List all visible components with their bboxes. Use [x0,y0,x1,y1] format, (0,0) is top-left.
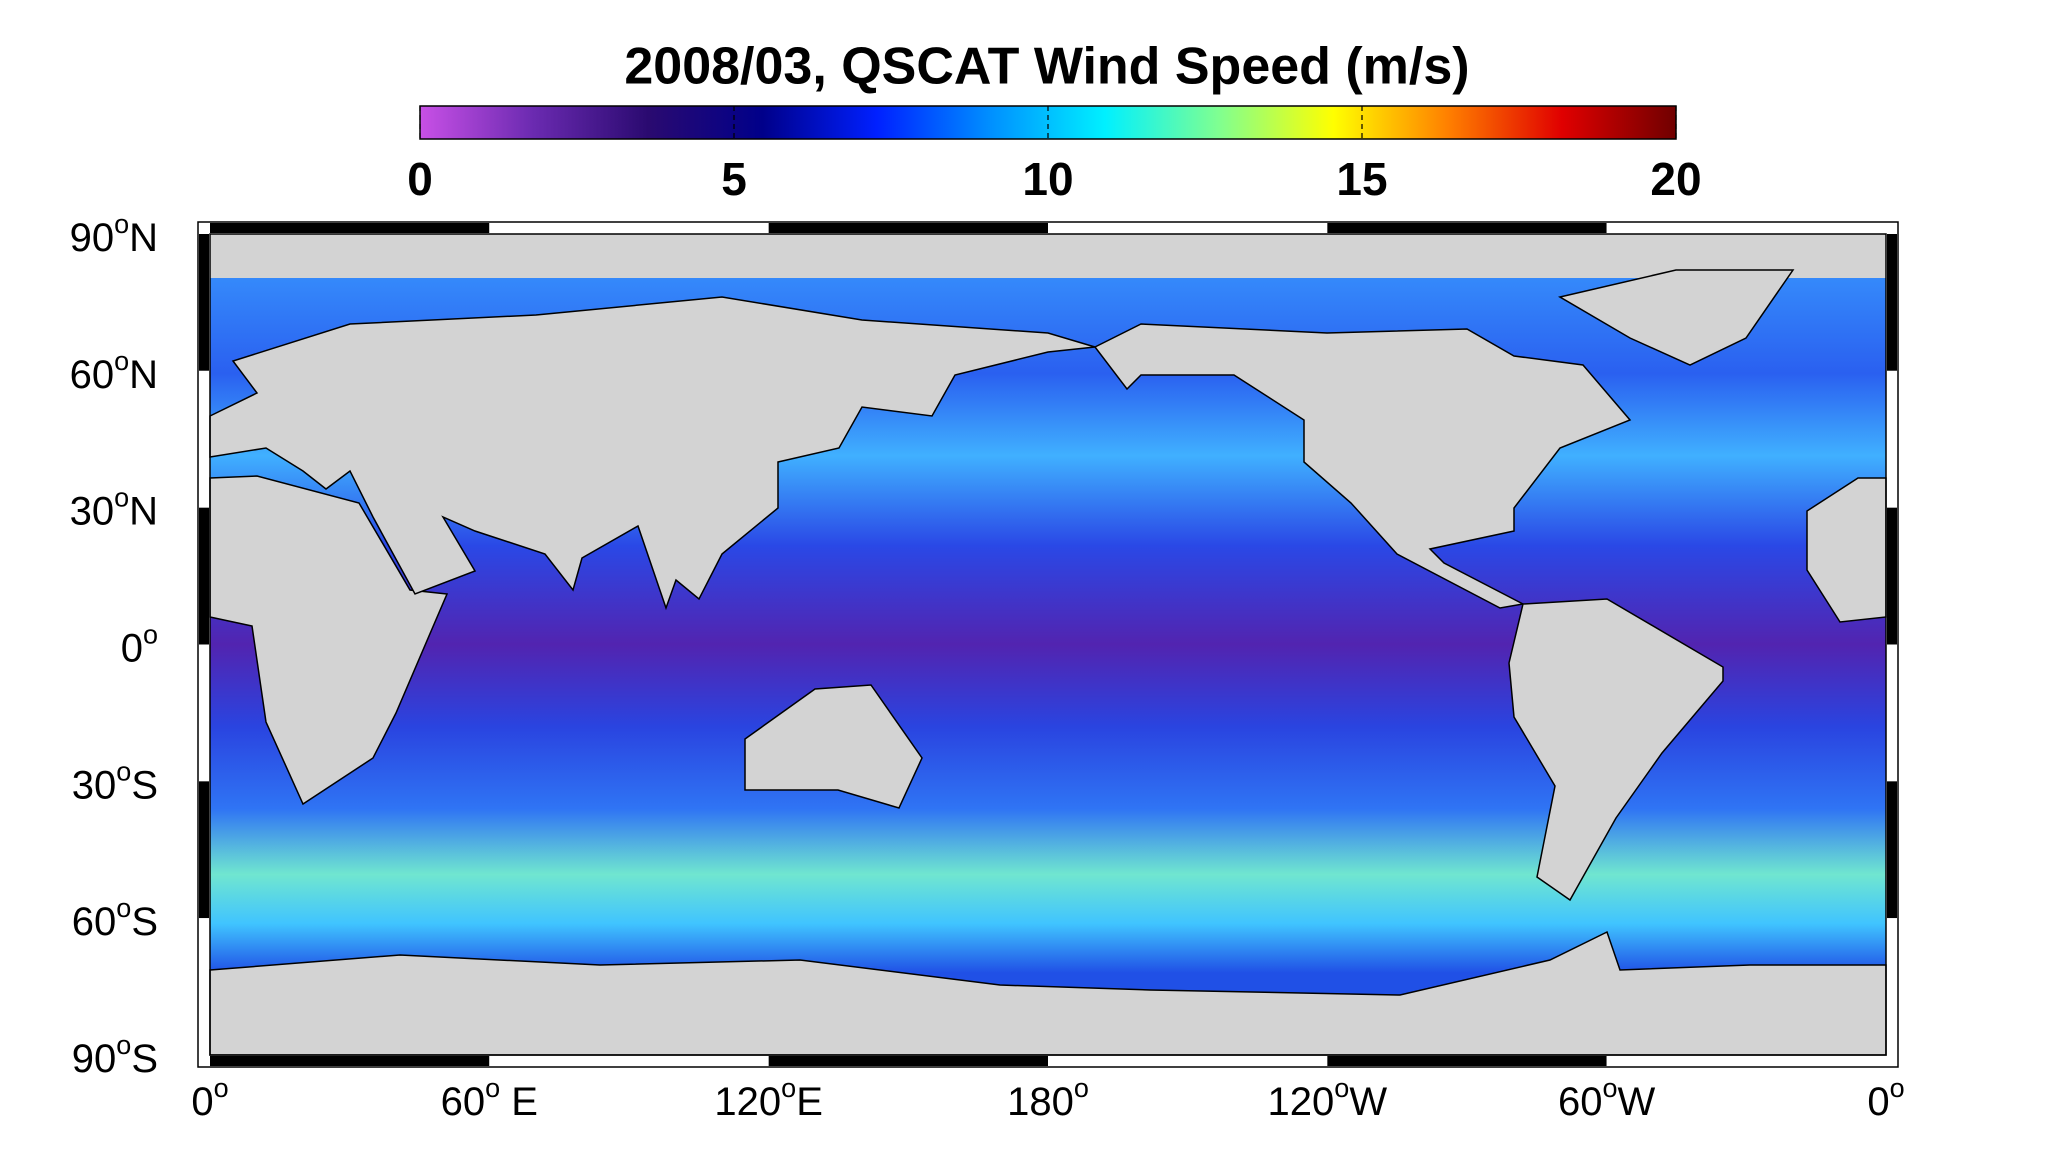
colorbar-tick-label: 15 [1336,153,1387,205]
tick-label-part: o [114,483,129,513]
tick-label: 0o [1867,1073,1904,1123]
colorbar-tick-label: 10 [1022,153,1073,205]
frame-segment [489,1056,769,1066]
land [210,234,1886,278]
tick-label: 30oN [70,483,158,533]
tick-label-part: 180 [1007,1080,1074,1124]
tick-label-part: o [1603,1073,1618,1103]
tick-label-part: N [129,489,158,533]
frame-segment [199,507,209,645]
tick-label-part: W [1618,1080,1656,1124]
tick-label: 30oS [72,756,158,806]
tick-label-part: 90 [70,216,115,260]
tick-label-part: o [116,893,131,923]
map-frame [197,221,1899,1068]
land [209,475,449,806]
frame-segment [1887,781,1897,919]
land [209,296,1096,611]
frame-segment [1048,1056,1328,1066]
frame-segment [489,223,769,233]
frame-segment [1048,223,1328,233]
frame-segment [1606,223,1886,233]
tick-label-part: E [500,1080,538,1124]
frame-segment [199,370,209,508]
frame-segment [1327,223,1607,233]
tick-label: 0o [121,620,158,670]
tick-label-part: 30 [70,489,115,533]
frame-segment [210,223,490,233]
tick-label: 180o [1007,1073,1089,1123]
map-title: 2008/03, QSCAT Wind Speed (m/s) [624,38,1469,96]
frame-segment [1887,644,1897,782]
land [1508,598,1724,902]
tick-label: 60oS [72,893,158,943]
tick-label-part: o [1334,1073,1349,1103]
tick-label-part: 60 [1558,1080,1603,1124]
tick-label-part: S [131,763,158,807]
tick-label-part: 120 [1268,1080,1335,1124]
tick-label-part: 120 [714,1080,781,1124]
frame-segment [199,918,209,1055]
frame-segment [768,223,1048,233]
tick-label-part: o [143,620,158,650]
tick-label-part: o [1074,1073,1089,1103]
frame-segment [1887,370,1897,508]
frame-segment [199,234,209,371]
tick-label-part: 60 [72,900,117,944]
tick-label-part: o [781,1073,796,1103]
tick-label-part: 0 [1867,1080,1889,1124]
tick-label: 90oN [70,209,158,259]
frame-segment [1606,1056,1886,1066]
frame-segment [210,1056,490,1066]
tick-label-part: 60 [441,1080,486,1124]
tick-label: 120oW [1268,1073,1388,1123]
tick-label-part: S [131,1037,158,1081]
land [1557,269,1795,366]
colorbar-tick-label: 0 [407,153,433,205]
frame-segment [1327,1056,1607,1066]
tick-label: 120oE [714,1073,822,1123]
frame-segment [1887,918,1897,1055]
tick-label-part: o [114,209,129,239]
tick-label-part: W [1349,1080,1387,1124]
frame-segment [199,781,209,919]
tick-label-part: E [796,1080,823,1124]
frame-segment [1887,507,1897,645]
frame-segment [1887,234,1897,371]
tick-label-part: o [116,1030,131,1060]
tick-label-part: 90 [72,1037,117,1081]
tick-label: 60oN [70,346,158,396]
land [744,684,923,809]
frame-segment [199,644,209,782]
colorbar-tick-label: 5 [721,153,747,205]
tick-label-part: o [1890,1073,1905,1103]
tick-label: 90oS [72,1030,158,1080]
tick-label-part: N [129,352,158,396]
colorbar-tick-label: 20 [1650,153,1701,205]
tick-label-part: N [129,216,158,260]
tick-label-part: 0 [121,626,143,670]
tick-label-part: o [114,346,129,376]
tick-label-part: 60 [70,352,115,396]
tick-label-part: S [131,900,158,944]
tick-label-part: o [116,756,131,786]
tick-label-part: 30 [72,763,117,807]
map-frame [209,233,1887,1056]
land [1093,323,1632,609]
frame-segment [768,1056,1048,1066]
tick-label: 0o [191,1073,228,1123]
tick-label-part: o [485,1073,500,1103]
map-area [209,234,1887,1056]
tick-label: 60o E [441,1073,538,1123]
tick-label: 60oW [1558,1073,1656,1123]
tick-label-part: o [214,1073,229,1103]
tick-label-part: 0 [191,1080,213,1124]
